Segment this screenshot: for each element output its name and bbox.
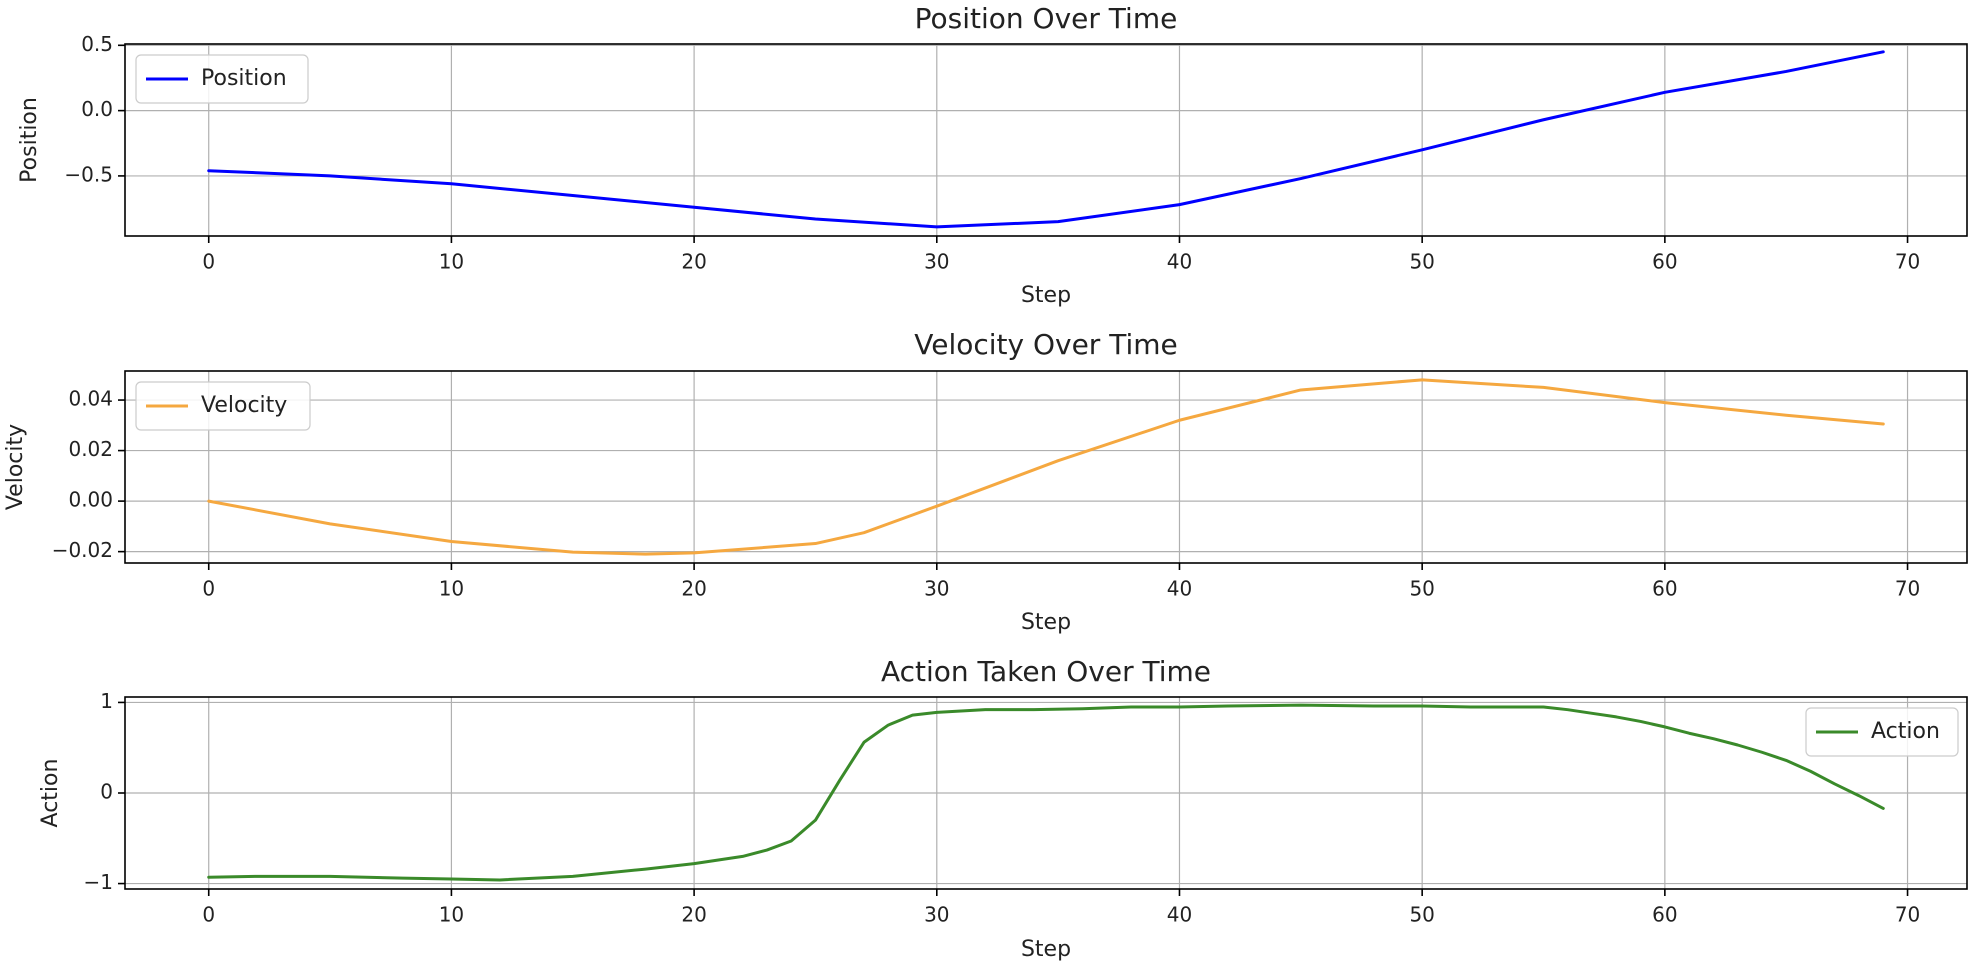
x-tick-label: 20 bbox=[681, 903, 706, 927]
x-tick-label: 60 bbox=[1652, 577, 1677, 601]
x-tick-label: 30 bbox=[924, 903, 949, 927]
y-tick-label: 0 bbox=[100, 780, 113, 804]
series-line-position bbox=[207, 50, 1885, 229]
legend-box bbox=[135, 381, 311, 431]
x-tick-label: 60 bbox=[1652, 250, 1677, 274]
y-tick-label: −0.5 bbox=[64, 162, 113, 186]
y-axis-label: Velocity bbox=[3, 424, 28, 510]
x-tick-label: 0 bbox=[202, 577, 215, 601]
y-tick-label: −1 bbox=[84, 870, 113, 894]
x-tick-label: 40 bbox=[1167, 250, 1192, 274]
y-tick-label: 1 bbox=[100, 689, 113, 713]
subplot-2: Velocity Over Time 0 10 20 30 40 50 60 70 0.04 0.0… bbox=[3, 328, 1968, 635]
plot-frame bbox=[124, 43, 1968, 237]
x-axis-label: Step bbox=[1021, 610, 1071, 635]
x-tick-label: 40 bbox=[1167, 577, 1192, 601]
legend: Action bbox=[1805, 707, 1959, 757]
legend: Velocity bbox=[135, 381, 311, 431]
subplot-1: Position Over Time 0 10 20 30 40 50 60 70 0.5 0.0 −… bbox=[17, 2, 1968, 308]
series-line-action bbox=[207, 703, 1885, 882]
legend-box bbox=[1805, 707, 1959, 757]
x-tick-label: 40 bbox=[1167, 903, 1192, 927]
x-tick-label: 20 bbox=[681, 577, 706, 601]
x-tick-label: 70 bbox=[1895, 903, 1920, 927]
x-tick-label: 0 bbox=[202, 250, 215, 274]
x-tick-label: 50 bbox=[1409, 903, 1434, 927]
x-axis-label: Step bbox=[1021, 283, 1071, 308]
legend-box bbox=[135, 54, 309, 104]
x-tick-label: 10 bbox=[439, 577, 464, 601]
chart-title: Position Over Time bbox=[915, 2, 1178, 35]
legend: Position bbox=[135, 54, 309, 104]
y-axis-label: Action bbox=[38, 759, 63, 828]
x-tick-label: 10 bbox=[439, 903, 464, 927]
x-tick-label: 10 bbox=[439, 250, 464, 274]
y-tick-label: 0.00 bbox=[68, 488, 113, 512]
chart-title: Action Taken Over Time bbox=[881, 655, 1211, 688]
x-tick-label: 30 bbox=[924, 577, 949, 601]
y-tick-label: 0.04 bbox=[68, 387, 113, 411]
x-tick-label: 50 bbox=[1409, 577, 1434, 601]
x-axis-label: Step bbox=[1021, 937, 1071, 962]
x-tick-label: 20 bbox=[681, 250, 706, 274]
x-tick-label: 50 bbox=[1409, 250, 1434, 274]
legend-label: Velocity bbox=[201, 393, 287, 418]
x-tick-label: 70 bbox=[1895, 250, 1920, 274]
chart-title: Velocity Over Time bbox=[914, 328, 1178, 361]
x-tick-label: 60 bbox=[1652, 903, 1677, 927]
legend-label: Position bbox=[201, 66, 287, 91]
x-tick-label: 70 bbox=[1895, 577, 1920, 601]
legend-label: Action bbox=[1871, 719, 1940, 744]
y-tick-label: 0.02 bbox=[68, 437, 113, 461]
series-line-velocity bbox=[207, 378, 1885, 556]
plot-frame bbox=[124, 370, 1968, 564]
y-tick-label: −0.02 bbox=[52, 538, 113, 562]
y-tick-label: 0.0 bbox=[81, 97, 113, 121]
y-axis-label: Position bbox=[17, 97, 42, 183]
y-tick-label: 0.5 bbox=[81, 32, 113, 56]
x-tick-label: 30 bbox=[924, 250, 949, 274]
x-tick-label: 0 bbox=[202, 903, 215, 927]
